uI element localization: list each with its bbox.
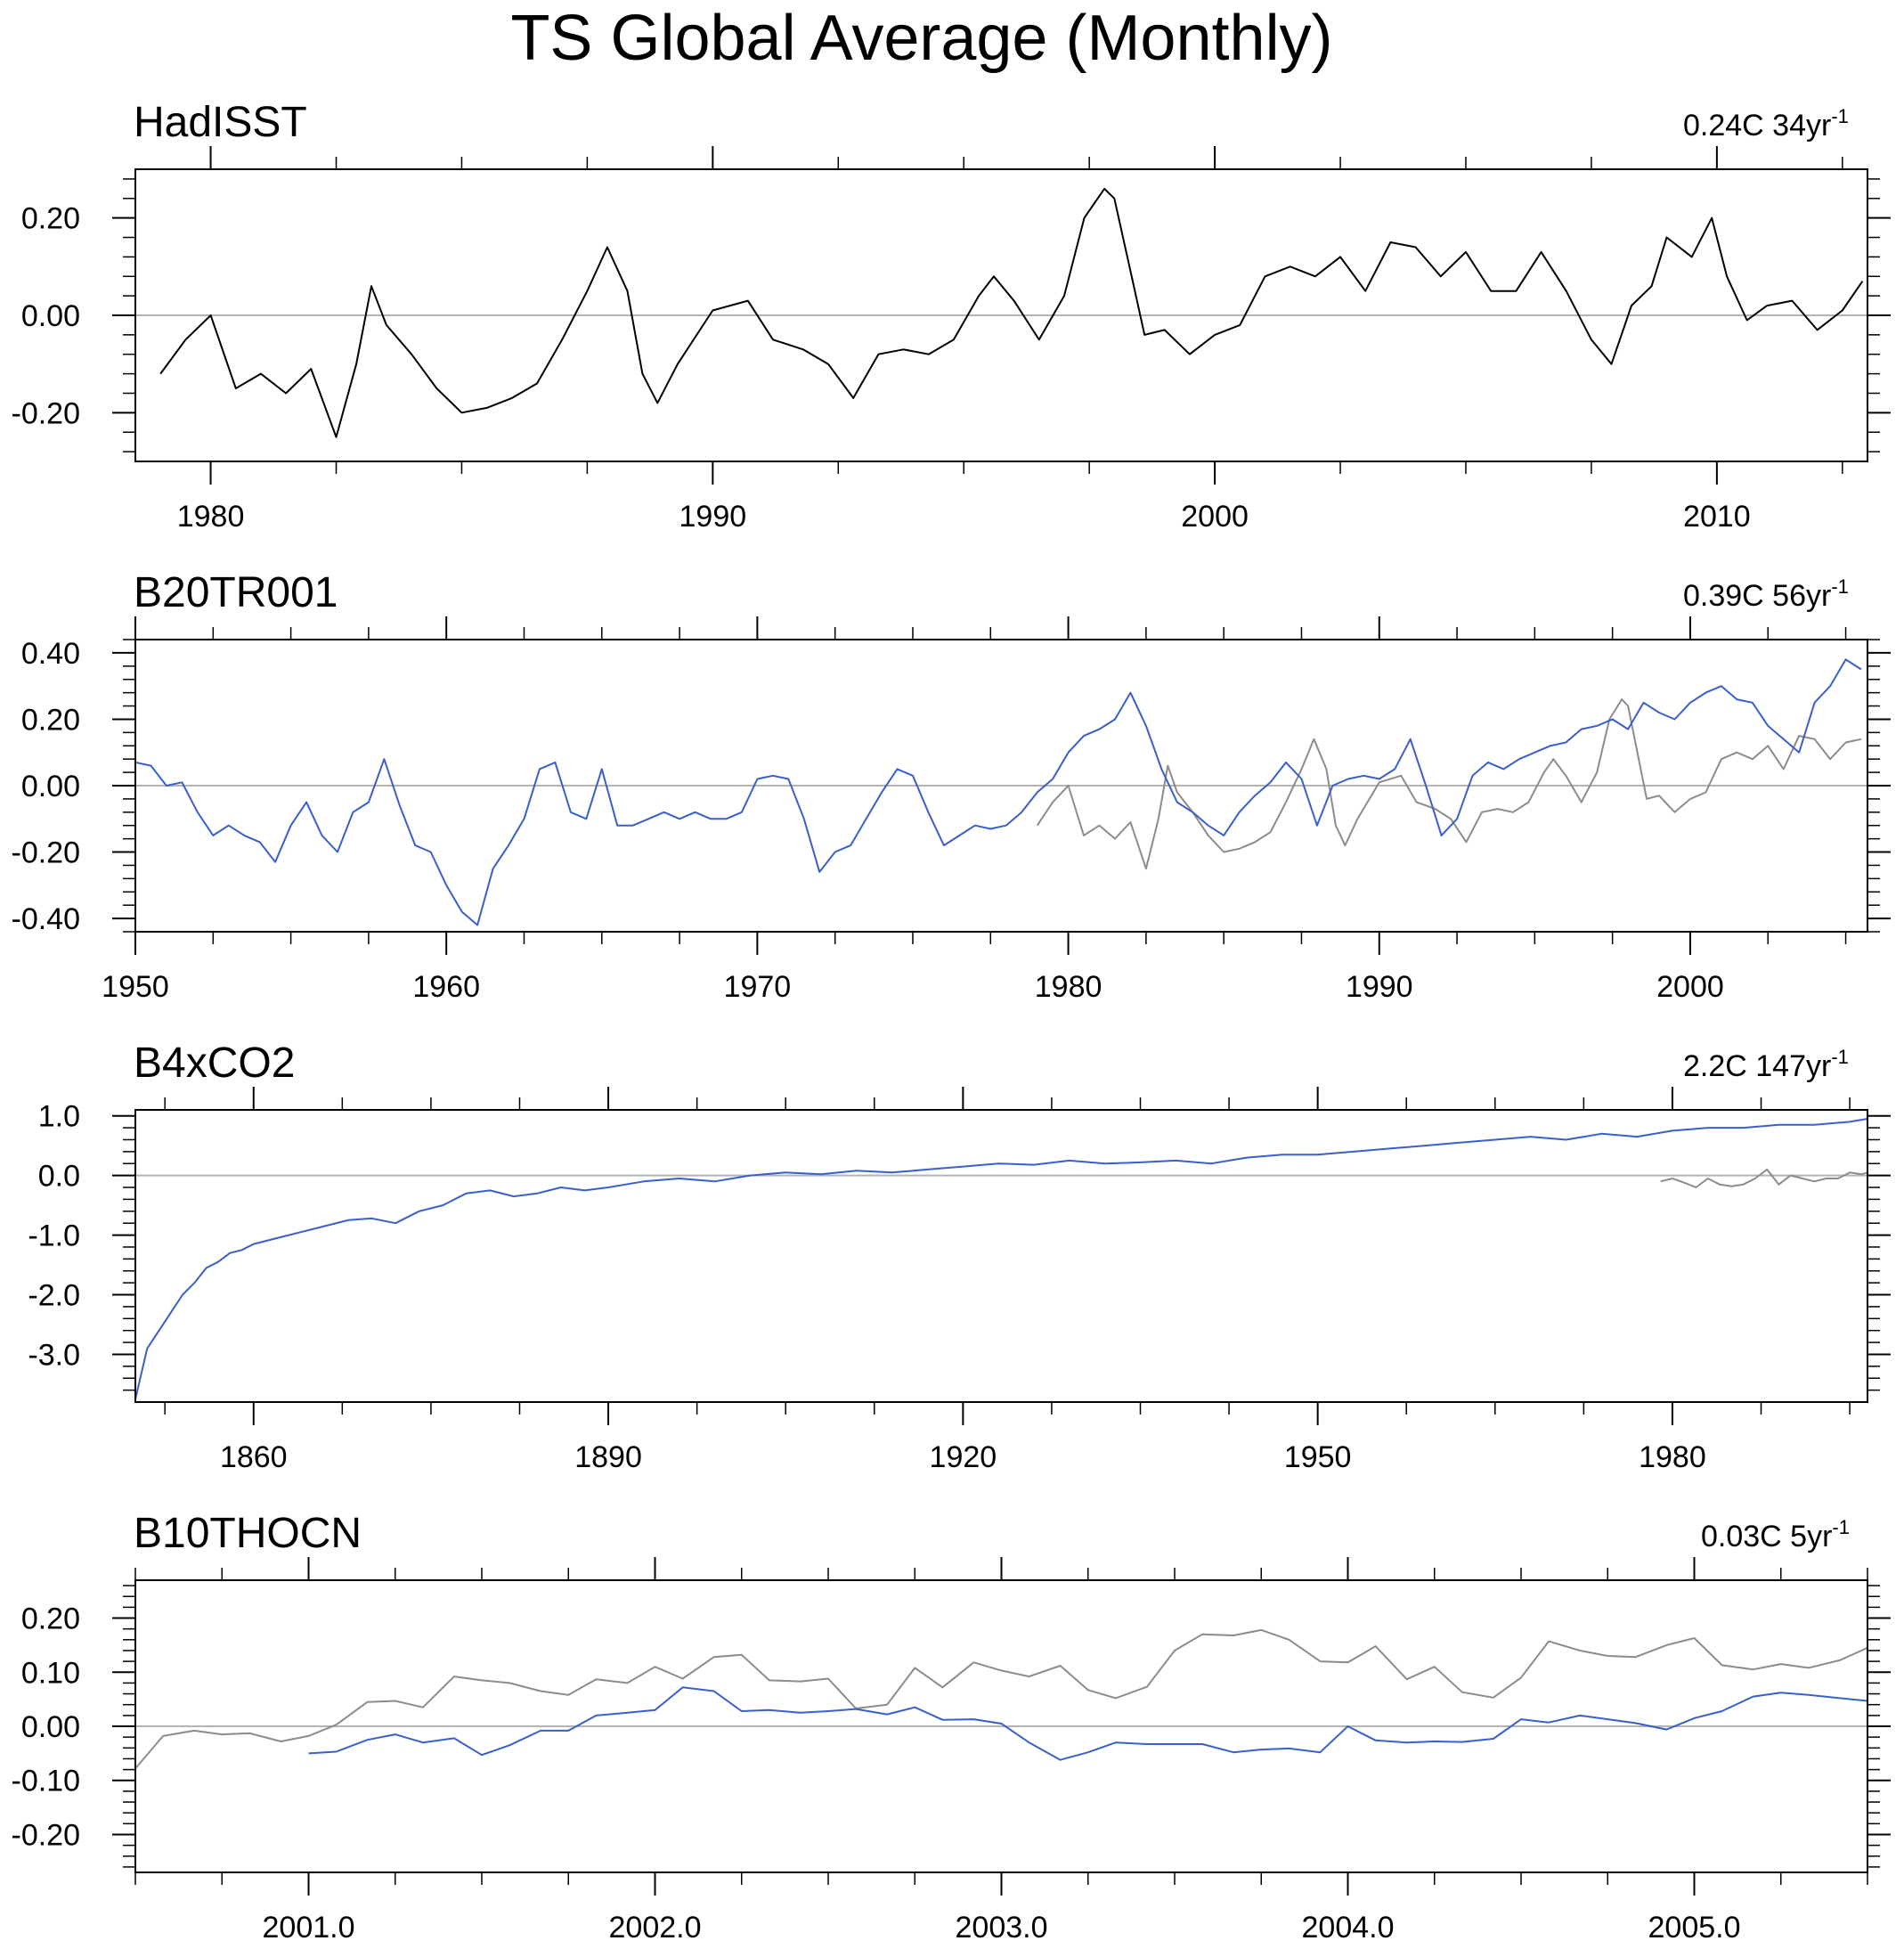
trend-exponent: -1 [1831, 1046, 1849, 1068]
y-tick-label: 0.20 [21, 202, 80, 236]
panel-title: B20TR001 [134, 569, 338, 616]
x-tick-label: 1950 [102, 970, 169, 1004]
x-tick-label: 2002.0 [609, 1911, 702, 1945]
y-tick-label: -3.0 [28, 1338, 80, 1372]
y-tick-label: 0.0 [38, 1160, 80, 1194]
trend-exponent: -1 [1832, 1516, 1850, 1538]
y-tick-label: 0.00 [21, 299, 80, 333]
y-tick-label: -0.20 [12, 396, 81, 430]
x-tick-label: 1920 [930, 1440, 997, 1474]
plot-hadisst: 1980 1990 2000 2010 -0.20 0.00 0.20 [12, 146, 1891, 534]
x-tick-label: 2005.0 [1648, 1911, 1741, 1945]
y-tick-label: -0.40 [12, 902, 81, 936]
x-tick-label: 1990 [1346, 970, 1413, 1004]
y-tick-label: 0.00 [21, 1710, 80, 1744]
panel-title: B10THOCN [134, 1510, 362, 1557]
y-tick-label: 0.00 [21, 770, 80, 803]
series-line-hadisst [1660, 1168, 1867, 1188]
x-tick-label: 2001.0 [263, 1911, 355, 1945]
y-tick-label: -0.20 [12, 836, 81, 870]
y-tick-label: -2.0 [28, 1279, 80, 1313]
x-tick-label: 1960 [412, 970, 480, 1004]
x-tick-label: 2003.0 [956, 1911, 1048, 1945]
x-tick-label: 1890 [574, 1440, 642, 1474]
x-tick-label: 2010 [1683, 500, 1751, 534]
x-tick-label: 2000 [1656, 970, 1724, 1004]
x-tick-label: 2004.0 [1302, 1911, 1395, 1945]
x-tick-label: 1970 [724, 970, 792, 1004]
y-tick-label: 1.0 [38, 1100, 80, 1134]
y-tick-label: -1.0 [28, 1219, 80, 1253]
plot-b10thocn: 2001.0 2002.0 2003.0 2004.0 2005.0 -0.20 -0.10… [12, 1557, 1891, 1945]
x-tick-label: 1860 [220, 1440, 288, 1474]
y-tick-label: -0.10 [12, 1765, 81, 1798]
series-line-hadisst [159, 187, 1864, 438]
trend-value: 2.2C 147yr [1683, 1049, 1832, 1083]
y-tick-label: 0.10 [21, 1656, 80, 1690]
y-tick-label: 0.40 [21, 637, 80, 671]
y-tick-label: -0.20 [12, 1818, 81, 1852]
series-line-hadisst [1036, 698, 1862, 870]
plot-frame [134, 1109, 1868, 1403]
x-tick-label: 1980 [177, 500, 245, 534]
trend-exponent: -1 [1831, 575, 1849, 598]
trend-value: 0.39C 56yr [1683, 579, 1832, 613]
x-tick-label: 1950 [1284, 1440, 1352, 1474]
plot-b20tr001: 1950 1960 1970 1980 1990 2000 -0.40 -0.20 0.00 0.… [12, 616, 1891, 1004]
plot-b4xco2: 1860 1890 1920 1950 1980 -3.0 -2.0 -1.0 0.0 1.0 [28, 1087, 1891, 1474]
panel-title: B4xCO2 [134, 1040, 296, 1087]
series-line-hadisst [135, 1628, 1867, 1770]
trend-exponent: -1 [1831, 105, 1849, 127]
x-tick-label: 1980 [1639, 1440, 1706, 1474]
y-tick-label: 0.20 [21, 1602, 80, 1636]
trend-value: 0.03C 5yr [1701, 1520, 1833, 1553]
trend-value: 0.24C 34yr [1683, 109, 1832, 143]
x-tick-label: 2000 [1181, 500, 1249, 534]
main-title: TS Global Average (Monthly) [510, 3, 1333, 74]
panel-title: HadISST [134, 99, 307, 146]
x-tick-label: 1990 [679, 500, 747, 534]
series-line-b4xco2 [135, 1118, 1867, 1399]
series-line-b20tr001 [135, 658, 1862, 926]
series-line-b10thocn [308, 1686, 1867, 1761]
x-tick-label: 1980 [1035, 970, 1103, 1004]
y-tick-label: 0.20 [21, 703, 80, 737]
